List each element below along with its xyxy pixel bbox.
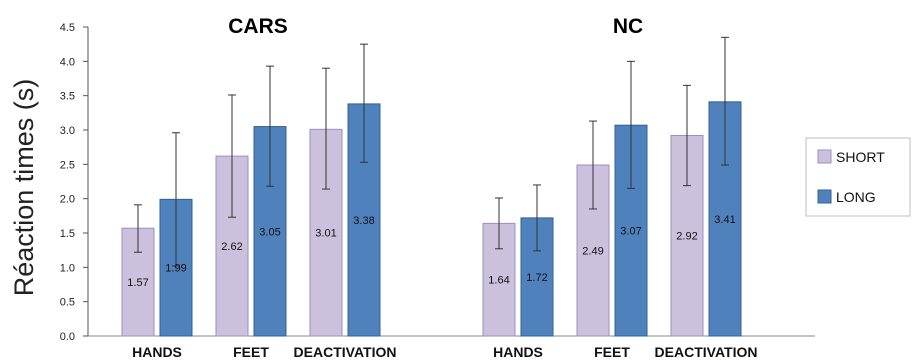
y-tick-label: 2.5: [60, 159, 75, 171]
data-label: 2.62: [221, 241, 242, 253]
data-label: 1.99: [165, 263, 186, 275]
labels-layer: CARS 1.57 1.99 HANDS 2.62 3.05 FEET 3.01 3.38 DEA…: [127, 15, 757, 360]
y-tick-label: 2.0: [60, 194, 75, 206]
data-label: 1.64: [488, 275, 509, 287]
data-label: 3.05: [259, 226, 280, 238]
x-tick-label: FEET: [594, 344, 630, 360]
y-tick-label: 4.0: [60, 56, 75, 68]
legend-swatch-short: [817, 149, 832, 164]
x-tick-label: FEET: [233, 344, 269, 360]
legend-label-short: SHORT: [836, 149, 885, 165]
y-tick-label: 1.5: [60, 228, 75, 240]
data-label: 1.57: [127, 277, 148, 289]
y-tick-label: 3.0: [60, 125, 75, 137]
data-label: 3.07: [620, 226, 641, 238]
y-tick-label: 3.5: [60, 91, 75, 103]
data-label: 3.01: [315, 228, 336, 240]
legend-label-long: LONG: [836, 189, 876, 205]
panel-title: CARS: [228, 15, 288, 38]
x-tick-label: DEACTIVATION: [294, 344, 397, 360]
data-label: 1.72: [526, 272, 547, 284]
data-label: 3.38: [353, 215, 374, 227]
y-tick-label: 0.5: [60, 297, 75, 309]
panel-title: NC: [613, 15, 643, 38]
y-tick-label: 4.5: [60, 22, 75, 34]
y-axis-label: Réaction times (s): [9, 79, 39, 297]
y-axis: 0.0 0.5 1.0 1.5 2.0 2.5 3.0 3.5 4.0 4.5 Réaction t…: [9, 22, 815, 343]
data-label: 3.41: [714, 214, 735, 226]
data-label: 2.49: [582, 246, 603, 258]
x-tick-label: DEACTIVATION: [655, 344, 758, 360]
y-tick-label: 1.0: [60, 262, 75, 274]
x-tick-label: HANDS: [132, 344, 182, 360]
x-tick-label: HANDS: [493, 344, 543, 360]
legend: SHORT LONG: [805, 137, 911, 217]
y-tick-label: 0.0: [60, 331, 75, 343]
data-label: 2.92: [676, 231, 697, 243]
legend-swatch-long: [817, 189, 832, 204]
bars-layer: [121, 36, 742, 337]
